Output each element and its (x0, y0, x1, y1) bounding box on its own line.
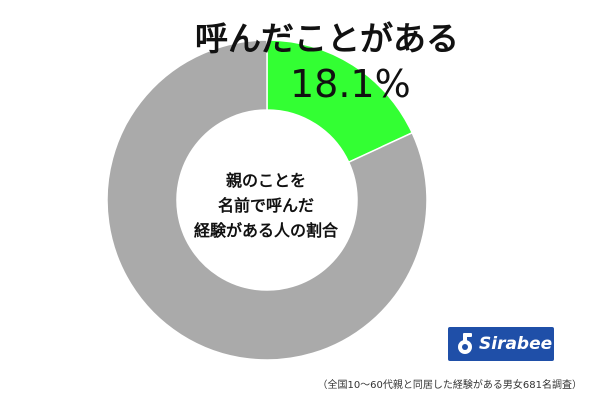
survey-footnote: （全国10〜60代親と同居した経験がある男女681名調査） (317, 380, 582, 391)
donut-slice-1 (106, 39, 428, 361)
center-caption-line-3: 経験がある人の割合 (193, 221, 338, 240)
slice-label-called-by-name: 呼んだことがある (195, 19, 459, 58)
donut-slice-0 (266, 39, 414, 164)
center-caption-line-1: 親のことを (225, 171, 306, 190)
sirabee-logo-text: Sirabee (479, 334, 553, 354)
center-caption-line-2: 名前で呼んだ (217, 196, 314, 215)
sirabee-logo: Sirabee (448, 327, 554, 361)
donut-center-caption: 親のことを 名前で呼んだ 経験がある人の割合 (166, 168, 366, 243)
slice-value-called-by-name: 18.1% (290, 62, 411, 106)
sirabee-bee-icon (458, 333, 472, 354)
